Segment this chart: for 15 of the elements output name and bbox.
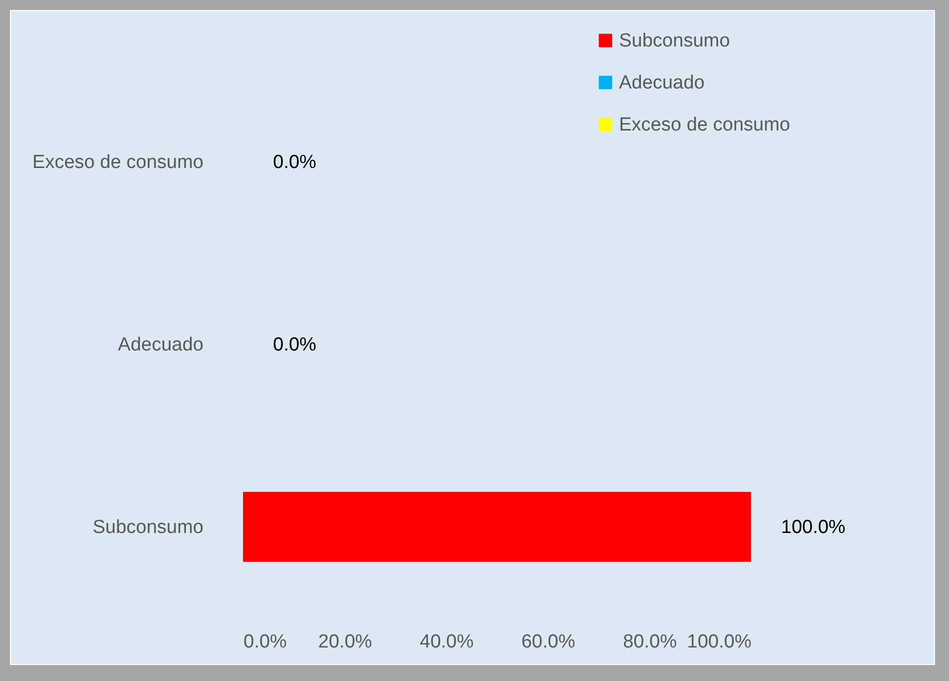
- legend-label: Exceso de consumo: [619, 114, 790, 136]
- data-label: 0.0%: [273, 152, 316, 174]
- y-tick-label: Subconsumo: [92, 516, 204, 538]
- x-tick-label: 80.0%: [622, 632, 677, 652]
- legend-label: Subconsumo: [619, 30, 730, 52]
- x-tick-label: 60.0%: [521, 632, 576, 652]
- y-tick-label: Exceso de consumo: [32, 152, 204, 174]
- data-label: 0.0%: [273, 334, 316, 356]
- legend-label: Adecuado: [619, 72, 705, 94]
- data-label: 100.0%: [781, 516, 846, 538]
- x-tick-label: 40.0%: [420, 632, 474, 652]
- x-tick-label: 0.0%: [244, 632, 287, 652]
- x-tick-label: 100.0%: [687, 632, 752, 652]
- y-tick-label: Adecuado: [118, 334, 204, 356]
- x-tick-label: 20.0%: [318, 632, 372, 652]
